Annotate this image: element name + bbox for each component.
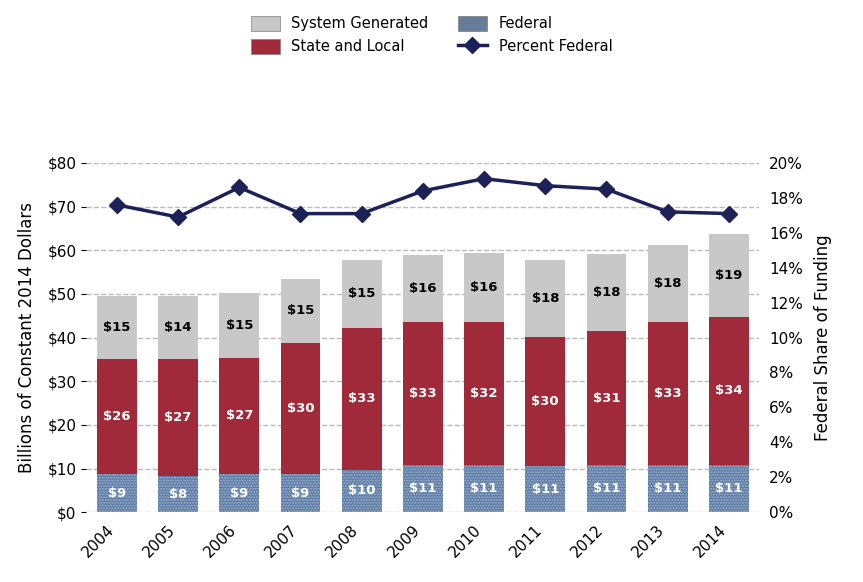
Text: $9: $9 — [108, 487, 126, 500]
Bar — [158, 476, 198, 512]
Bar — [342, 260, 381, 328]
Bar — [97, 360, 136, 474]
Text: $16: $16 — [470, 281, 498, 294]
Bar — [648, 465, 688, 512]
Bar — [219, 474, 259, 512]
Bar — [648, 465, 688, 512]
Text: $11: $11 — [715, 482, 742, 495]
Text: $15: $15 — [348, 288, 375, 300]
Text: $14: $14 — [164, 321, 192, 334]
Bar — [219, 293, 259, 357]
Bar — [342, 470, 381, 512]
Bar — [526, 260, 565, 336]
Text: $15: $15 — [104, 321, 130, 334]
Bar — [648, 322, 688, 465]
Bar — [97, 474, 136, 512]
Text: $33: $33 — [654, 387, 682, 400]
Bar — [587, 466, 627, 512]
Y-axis label: Billions of Constant 2014 Dollars: Billions of Constant 2014 Dollars — [18, 202, 36, 473]
Text: $9: $9 — [230, 487, 249, 500]
Text: $11: $11 — [593, 482, 620, 495]
Y-axis label: Federal Share of Funding: Federal Share of Funding — [815, 234, 832, 441]
Bar — [587, 331, 627, 466]
Text: $16: $16 — [409, 282, 437, 294]
Bar — [526, 466, 565, 512]
Text: $18: $18 — [654, 277, 682, 290]
Text: $34: $34 — [715, 384, 743, 397]
Bar — [342, 470, 381, 512]
Bar — [709, 234, 749, 317]
Bar — [587, 254, 627, 331]
Bar — [219, 474, 259, 512]
Text: $10: $10 — [348, 484, 375, 498]
Text: $15: $15 — [225, 318, 253, 332]
Text: $32: $32 — [470, 387, 498, 400]
Bar — [526, 466, 565, 512]
Text: $33: $33 — [348, 392, 375, 405]
Bar — [280, 279, 320, 343]
Bar — [464, 464, 504, 512]
Bar — [403, 255, 443, 322]
Bar — [648, 245, 688, 322]
Text: $11: $11 — [654, 482, 681, 495]
Bar — [97, 474, 136, 512]
Bar — [709, 317, 749, 464]
Text: $11: $11 — [409, 482, 437, 495]
Bar — [464, 253, 504, 322]
Bar — [97, 296, 136, 360]
Bar — [280, 474, 320, 512]
Bar — [158, 296, 198, 360]
Bar — [403, 466, 443, 512]
Bar — [587, 466, 627, 512]
Bar — [158, 360, 198, 476]
Text: $26: $26 — [104, 410, 130, 423]
Text: $30: $30 — [287, 402, 314, 415]
Bar — [280, 343, 320, 474]
Text: $19: $19 — [715, 269, 742, 282]
Bar — [464, 464, 504, 512]
Text: $27: $27 — [165, 411, 192, 424]
Text: $31: $31 — [593, 392, 620, 404]
Bar — [709, 464, 749, 512]
Legend: System Generated, State and Local, Federal, Percent Federal: System Generated, State and Local, Feder… — [245, 10, 618, 60]
Bar — [464, 322, 504, 464]
Bar — [526, 337, 565, 466]
Bar — [219, 357, 259, 474]
Bar — [403, 466, 443, 512]
Text: $27: $27 — [225, 409, 253, 423]
Text: $30: $30 — [532, 395, 559, 408]
Text: $11: $11 — [532, 482, 559, 495]
Bar — [342, 328, 381, 470]
Bar — [403, 322, 443, 466]
Bar — [280, 474, 320, 512]
Text: $33: $33 — [409, 387, 437, 400]
Text: $8: $8 — [169, 488, 187, 501]
Bar — [158, 476, 198, 512]
Bar — [709, 464, 749, 512]
Text: $9: $9 — [292, 487, 310, 500]
Text: $11: $11 — [470, 482, 498, 495]
Text: $15: $15 — [287, 304, 314, 317]
Text: $18: $18 — [593, 286, 620, 299]
Text: $18: $18 — [532, 292, 559, 305]
